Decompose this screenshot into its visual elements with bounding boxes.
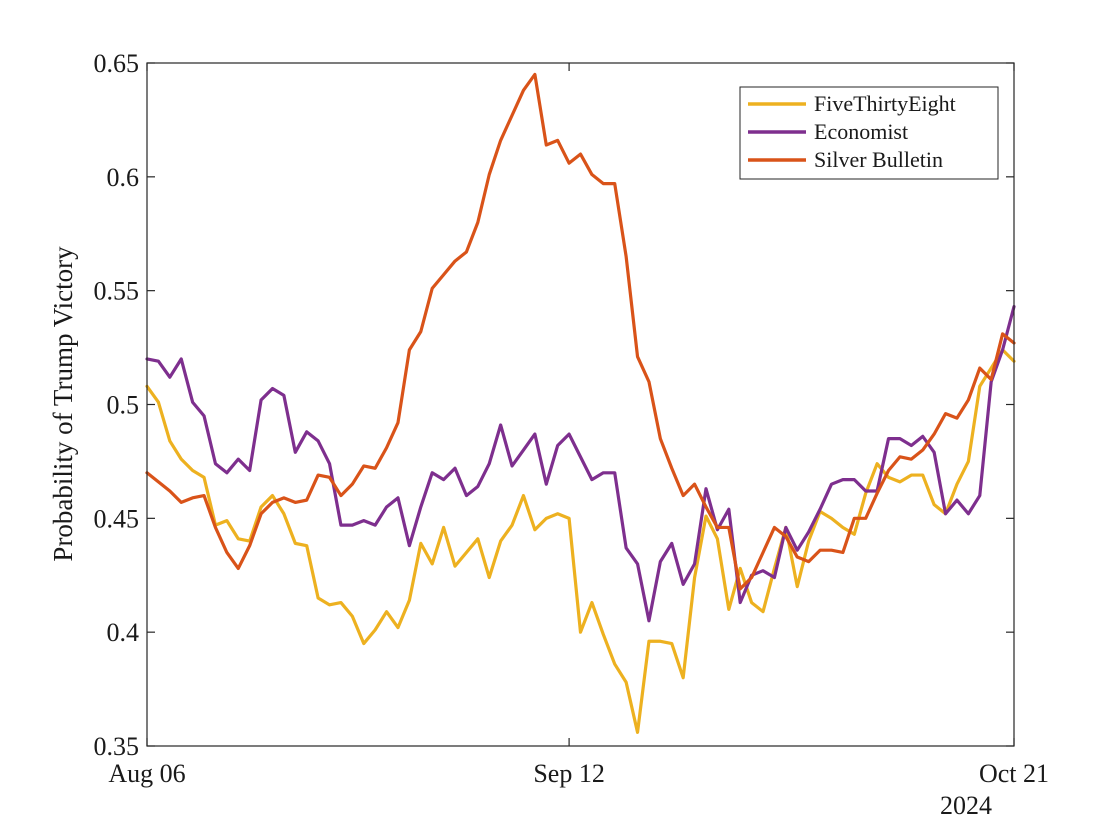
x-tick-label: Oct 21: [979, 759, 1049, 788]
y-axis-label: Probability of Trump Victory: [48, 246, 78, 562]
legend-label: FiveThirtyEight: [814, 91, 956, 116]
y-tick-label: 0.45: [94, 504, 140, 533]
y-tick-label: 0.5: [107, 391, 140, 420]
x-tick-label: Aug 06: [108, 759, 185, 788]
legend: FiveThirtyEight Economist Silver Bulletin: [739, 86, 999, 180]
x-axis-year-label: 2024: [940, 791, 992, 820]
x-axis: Aug 06 Sep 12 Oct 21: [108, 63, 1049, 788]
y-tick-label: 0.4: [107, 618, 140, 647]
x-tick-label: Sep 12: [533, 759, 605, 788]
series-line-economist: [145, 305, 1016, 623]
series-layer: [145, 72, 1016, 734]
y-tick-label: 0.55: [94, 277, 140, 306]
y-tick-label: 0.35: [94, 732, 140, 761]
series-line-fivethirtyeight: [145, 348, 1016, 734]
y-tick-label: 0.6: [107, 163, 140, 192]
y-tick-label: 0.65: [94, 49, 140, 78]
legend-items: FiveThirtyEight Economist Silver Bulletin: [748, 91, 956, 172]
legend-label: Economist: [814, 119, 908, 144]
y-axis: 0.35 0.4 0.45 0.5 0.55 0.6 0.65: [94, 49, 1014, 761]
series-line-silver-bulletin: [145, 72, 1016, 591]
legend-label: Silver Bulletin: [814, 147, 943, 172]
